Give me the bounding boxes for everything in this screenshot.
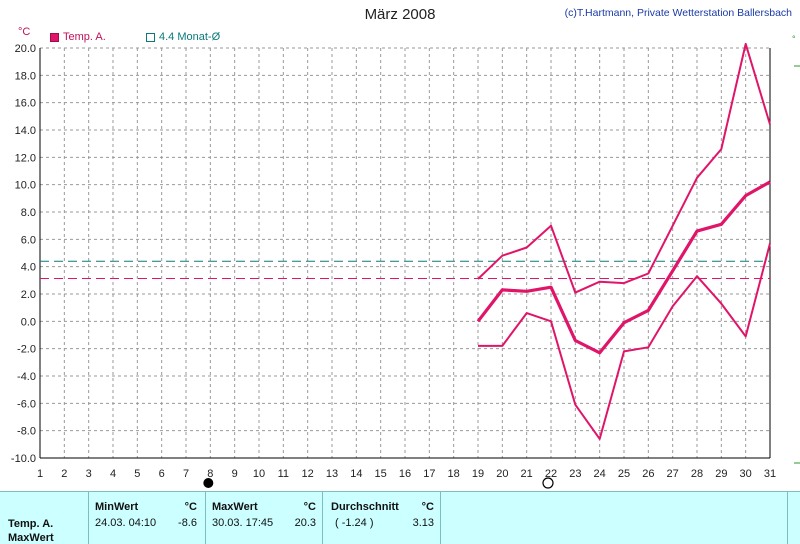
y-tick-label: 8.0 [21, 207, 36, 219]
x-tick-label: 27 [667, 468, 679, 480]
x-tick-label: 1 [37, 468, 43, 480]
y-tick-label: 12.0 [15, 152, 36, 164]
min-header: MinWert [95, 501, 139, 513]
avg-value: 3.13 [412, 517, 434, 529]
x-tick-label: 24 [594, 468, 606, 480]
right-axis-mark-icon: ° [792, 34, 796, 44]
x-tick-label: 23 [569, 468, 581, 480]
max-datetime: 30.03. 17:45 [212, 517, 274, 529]
x-tick-label: 25 [618, 468, 630, 480]
y-tick-label: 16.0 [15, 98, 36, 110]
y-tick-label: -8.0 [17, 426, 36, 438]
y-tick-label: 18.0 [15, 70, 36, 82]
min-unit: °C [184, 501, 197, 513]
y-tick-label: -10.0 [11, 453, 36, 465]
legend-swatch-outline-icon [146, 32, 155, 42]
min-datetime: 24.03. 04:10 [95, 517, 157, 529]
chart-title: März 2008 [364, 6, 436, 23]
avg-unit: °C [421, 501, 434, 513]
min-cell: MinWert °C 24.03. 04:10 -8.6 [88, 492, 206, 544]
x-tick-label: 31 [764, 468, 776, 480]
x-tick-label: 2 [61, 468, 67, 480]
average-cell: Durchschnitt °C ( -1.24 ) 3.13 [323, 492, 441, 544]
x-tick-label: 8 [207, 468, 213, 480]
legend-swatch-filled-icon [50, 32, 59, 42]
y-tick-label: 2.0 [21, 289, 36, 301]
max-value: 20.3 [294, 517, 316, 529]
max-cell: MaxWert °C 30.03. 17:45 20.3 [206, 492, 323, 544]
y-tick-label: 4.0 [21, 262, 36, 274]
x-tick-label: 17 [423, 468, 435, 480]
x-tick-label: 7 [183, 468, 189, 480]
row-label-max: MaxWert [8, 532, 54, 544]
full-moon-icon [542, 477, 554, 489]
x-tick-label: 9 [232, 468, 238, 480]
x-tick-label: 6 [159, 468, 165, 480]
x-tick-label: 13 [326, 468, 338, 480]
x-tick-label: 14 [350, 468, 362, 480]
x-tick-label: 16 [399, 468, 411, 480]
legend-label-month-average: 4.4 Monat-Ø [159, 31, 221, 43]
avg-paren: ( -1.24 ) [335, 517, 374, 529]
x-tick-label: 26 [642, 468, 654, 480]
y-tick-label: 20.0 [15, 43, 36, 55]
legend-label-temperature: Temp. A. [63, 31, 106, 43]
x-tick-label: 11 [278, 468, 289, 480]
empty-cell [441, 492, 788, 544]
row-label-cell: Temp. A. MaxWert [0, 492, 88, 544]
x-tick-label: 29 [715, 468, 727, 480]
y-tick-label: -2.0 [17, 344, 36, 356]
x-tick-label: 4 [110, 468, 116, 480]
series-line [478, 243, 771, 440]
x-tick-label: 21 [521, 468, 533, 480]
y-tick-label: 6.0 [21, 234, 36, 246]
y-tick-label: 0.0 [21, 316, 36, 328]
y-tick-label: 14.0 [15, 125, 36, 137]
y-axis-unit: °C [18, 26, 31, 38]
legend-item-temperature[interactable]: Temp. A. [50, 31, 106, 43]
max-header: MaxWert [212, 501, 258, 513]
y-tick-label: 10.0 [15, 180, 36, 192]
new-moon-icon [203, 478, 214, 488]
x-tick-label: 3 [86, 468, 92, 480]
x-tick-label: 19 [472, 468, 484, 480]
row-label-temp: Temp. A. [8, 518, 54, 530]
min-value: -8.6 [178, 517, 197, 529]
x-tick-label: 22 [545, 468, 557, 480]
x-tick-label: 5 [134, 468, 140, 480]
avg-header: Durchschnitt [331, 501, 399, 513]
stats-table: Temp. A. MaxWert MinWert °C 24.03. 04:10… [0, 491, 800, 544]
x-tick-label: 10 [253, 468, 265, 480]
series-line [477, 42, 771, 294]
max-unit: °C [303, 501, 316, 513]
y-tick-label: -6.0 [17, 398, 36, 410]
y-tick-label: -4.0 [17, 371, 36, 383]
x-tick-label: 30 [740, 468, 752, 480]
x-tick-label: 28 [691, 468, 703, 480]
copyright-text: (c)T.Hartmann, Private Wetterstation Bal… [564, 7, 792, 19]
legend-item-month-average[interactable]: 4.4 Monat-Ø [146, 31, 220, 43]
x-tick-label: 15 [375, 468, 387, 480]
x-tick-label: 20 [496, 468, 508, 480]
x-tick-label: 12 [302, 468, 314, 480]
series-line [476, 180, 771, 355]
x-tick-label: 18 [448, 468, 460, 480]
